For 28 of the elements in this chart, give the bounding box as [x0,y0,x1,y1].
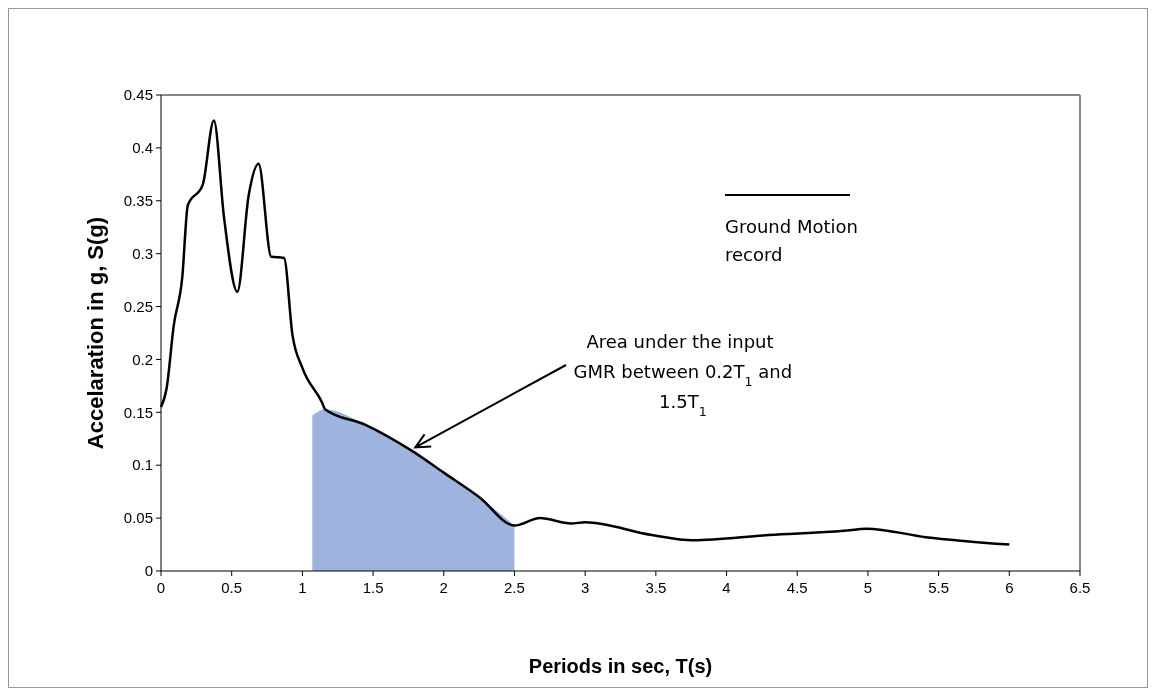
x-tick-label: 6 [1005,579,1014,596]
y-tick-label: 0.3 [132,244,153,262]
y-tick-label: 0.05 [123,509,153,527]
x-tick-label: 2 [439,579,448,596]
text: Area under the input GMR between 0.2T$_{1}$ and 1.5T$_{1}$ [573,331,793,419]
x-tick-label: 5 [863,579,873,596]
y-tick-label: 0 [144,562,153,580]
x-tick-label: 5.5 [928,579,950,596]
y-tick-label: 0.4 [132,139,153,157]
x-tick-label: 0 [156,579,166,596]
y-axis-title: Accelaration in g, S(g) [83,216,108,450]
y-tick-label: 0.25 [123,297,153,315]
x-axis-title: Periods in sec, T(s) [528,655,713,677]
y-tick-label: 0.45 [123,86,153,104]
x-tick-label: 3 [580,579,590,596]
text: Ground Motion record [725,216,858,265]
x-tick-label: 1.5 [362,579,384,596]
x-tick-label: 4.5 [786,579,808,596]
x-tick-label: 3.5 [645,579,667,596]
x-tick-label: 4 [722,579,731,596]
x-tick-label: 1 [298,579,307,596]
y-tick-label: 0.35 [123,192,153,210]
y-tick-label: 0.1 [132,456,153,474]
x-tick-label: 2.5 [504,579,525,596]
x-tick-label: 0.5 [221,579,243,596]
x-tick-label: 6.5 [1069,579,1091,596]
y-tick-label: 0.15 [123,403,153,421]
y-tick-label: 0.2 [132,350,153,368]
